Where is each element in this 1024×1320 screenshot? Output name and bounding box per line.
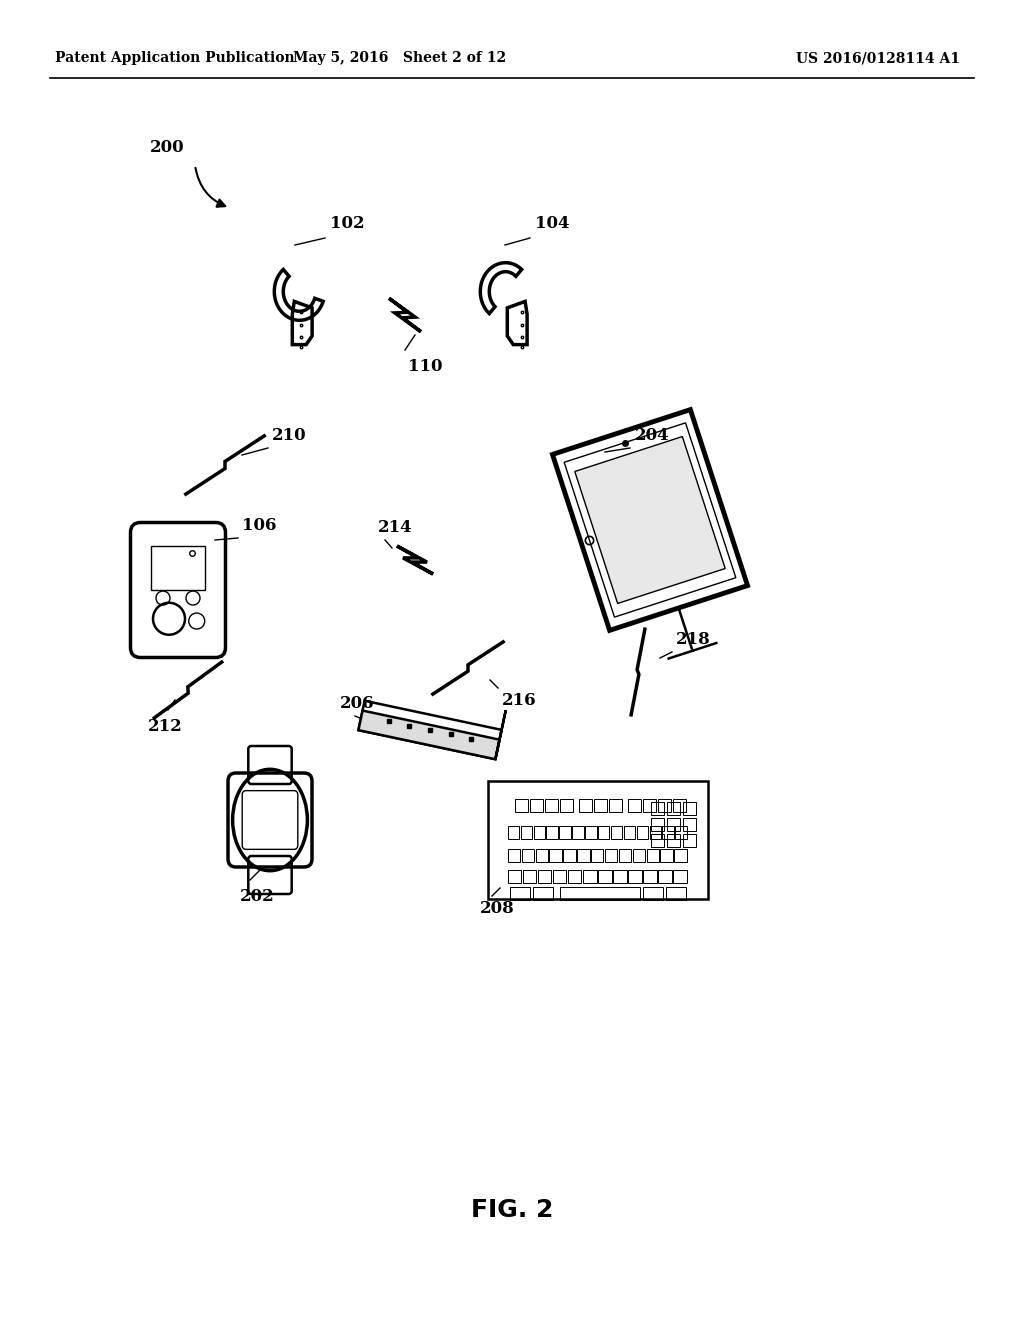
Bar <box>579 799 592 812</box>
Bar <box>657 799 671 812</box>
Bar <box>651 834 664 847</box>
Bar <box>605 850 617 862</box>
Text: 206: 206 <box>340 696 375 711</box>
Polygon shape <box>496 710 506 759</box>
Bar <box>611 826 623 838</box>
Bar <box>683 834 696 847</box>
Bar <box>520 826 532 838</box>
Text: 106: 106 <box>242 517 276 535</box>
Bar <box>514 799 527 812</box>
Bar <box>646 850 659 862</box>
Bar <box>585 826 597 838</box>
Bar <box>598 826 609 838</box>
Text: 202: 202 <box>240 888 274 906</box>
Text: 204: 204 <box>635 426 670 444</box>
Bar <box>545 799 557 812</box>
Bar <box>651 818 664 830</box>
Text: 210: 210 <box>272 426 306 444</box>
Bar <box>675 850 687 862</box>
Text: 218: 218 <box>676 631 711 648</box>
Bar <box>651 801 664 814</box>
Text: 208: 208 <box>480 900 515 917</box>
Text: 110: 110 <box>408 358 442 375</box>
Bar <box>628 870 642 883</box>
Bar <box>628 799 640 812</box>
Bar <box>591 850 603 862</box>
Bar <box>521 850 535 862</box>
Text: May 5, 2016   Sheet 2 of 12: May 5, 2016 Sheet 2 of 12 <box>294 51 507 65</box>
Bar <box>658 870 672 883</box>
Bar <box>667 818 680 830</box>
Bar <box>529 799 543 812</box>
Bar <box>151 546 205 590</box>
Bar <box>673 870 687 883</box>
Bar <box>633 850 645 862</box>
Bar <box>538 870 551 883</box>
Text: 214: 214 <box>378 519 413 536</box>
Bar <box>667 801 680 814</box>
FancyArrowPatch shape <box>196 168 225 207</box>
Text: 216: 216 <box>502 692 537 709</box>
Polygon shape <box>358 710 500 759</box>
Text: Patent Application Publication: Patent Application Publication <box>55 51 295 65</box>
Bar <box>534 826 545 838</box>
Bar <box>508 870 521 883</box>
Bar <box>572 826 584 838</box>
Bar <box>508 826 519 838</box>
Bar <box>523 870 537 883</box>
Bar <box>578 850 590 862</box>
Bar <box>637 826 648 838</box>
Bar <box>667 834 680 847</box>
Text: 104: 104 <box>535 215 569 232</box>
Bar <box>618 850 631 862</box>
Bar <box>663 826 674 838</box>
Bar <box>683 801 696 814</box>
Bar <box>563 850 575 862</box>
Bar <box>598 870 611 883</box>
Text: US 2016/0128114 A1: US 2016/0128114 A1 <box>796 51 961 65</box>
Bar <box>613 870 627 883</box>
Bar <box>594 799 606 812</box>
Bar <box>488 781 708 899</box>
Bar <box>660 850 673 862</box>
Bar <box>553 870 566 883</box>
Bar <box>643 870 656 883</box>
Text: FIG. 2: FIG. 2 <box>471 1199 553 1222</box>
Bar <box>666 887 686 900</box>
Bar <box>608 799 622 812</box>
Bar <box>675 826 687 838</box>
Bar <box>559 799 572 812</box>
Text: 102: 102 <box>330 215 365 232</box>
Text: 200: 200 <box>150 140 184 157</box>
Bar <box>560 887 640 900</box>
Bar <box>673 799 685 812</box>
Bar <box>559 826 570 838</box>
Bar <box>510 887 530 900</box>
Bar <box>508 850 520 862</box>
Bar <box>536 850 548 862</box>
Polygon shape <box>574 437 725 603</box>
Bar <box>547 826 558 838</box>
Bar <box>624 826 635 838</box>
Bar <box>534 887 553 900</box>
Bar <box>583 870 597 883</box>
Bar <box>642 799 655 812</box>
Bar <box>568 870 582 883</box>
Bar <box>643 887 663 900</box>
Bar <box>683 818 696 830</box>
Text: 212: 212 <box>148 718 182 735</box>
Bar <box>649 826 660 838</box>
Bar <box>550 850 562 862</box>
